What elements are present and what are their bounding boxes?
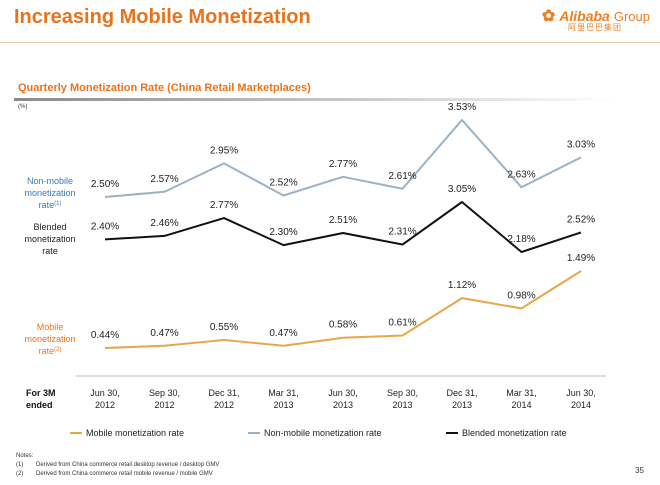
logo-chinese-name: 阿里巴巴集团	[568, 23, 622, 32]
series-side-label: monetization	[24, 234, 75, 244]
data-label: 0.44%	[91, 330, 119, 341]
series-line-non-mobile	[104, 119, 582, 198]
data-label: 2.52%	[567, 214, 595, 225]
data-label: 2.95%	[210, 145, 238, 156]
series-side-label: Non-mobile	[27, 176, 73, 186]
data-label: 3.53%	[448, 102, 476, 113]
data-label: 2.77%	[329, 159, 357, 170]
data-label: 0.47%	[269, 328, 297, 339]
x-tick-label: 2013	[333, 400, 353, 410]
x-tick-label: 2013	[273, 400, 293, 410]
series-side-label: Mobile	[37, 322, 64, 332]
slide-title: Increasing Mobile Monetization	[14, 6, 311, 28]
data-label: 2.51%	[329, 215, 357, 226]
series-side-label: monetization	[24, 334, 75, 344]
x-tick-label: 2012	[95, 400, 115, 410]
x-tick-label: Jun 30,	[328, 388, 358, 398]
data-label: 1.49%	[567, 253, 595, 264]
x-tick-label: 2014	[571, 400, 591, 410]
x-tick-label: Sep 30,	[387, 388, 418, 398]
x-tick-label: 2012	[154, 400, 174, 410]
x-tick-label: Dec 31,	[446, 388, 477, 398]
logo-name: Alibaba	[559, 8, 610, 24]
data-label: 0.98%	[507, 290, 535, 301]
footnotes: Notes: (1) Derived from China commerce r…	[16, 452, 219, 479]
alibaba-logo-icon: ✿	[541, 8, 556, 25]
data-label: 2.40%	[91, 221, 119, 232]
title-divider	[0, 42, 660, 43]
data-label: 2.52%	[269, 178, 297, 189]
legend-entry: Blended monetization rate	[462, 428, 567, 438]
x-axis-title: ended	[26, 400, 53, 410]
x-tick-label: 2014	[511, 400, 531, 410]
series-side-label: rate	[42, 246, 58, 256]
chart-title-divider	[14, 98, 614, 101]
x-tick-label: 2013	[452, 400, 472, 410]
series-side-label: rate(2)	[39, 346, 62, 356]
data-label: 2.50%	[91, 179, 119, 190]
data-label: 2.31%	[388, 227, 416, 238]
data-label: 2.46%	[150, 218, 178, 229]
x-tick-label: Sep 30,	[149, 388, 180, 398]
note-number: (2)	[16, 471, 24, 477]
x-tick-label: Jun 30,	[566, 388, 596, 398]
note-row: (2) Derived from China commerce retail m…	[16, 470, 219, 479]
note-text: Derived from China commerce retail deskt…	[36, 462, 220, 468]
series-side-label: Blended	[33, 222, 66, 232]
note-number: (1)	[16, 462, 24, 468]
series-line-mobile	[104, 270, 582, 349]
legend-entry: Mobile monetization rate	[86, 428, 184, 438]
data-label: 3.03%	[567, 139, 595, 150]
x-tick-label: Mar 31,	[268, 388, 299, 398]
note-text: Derived from China commerce retail mobil…	[36, 471, 213, 477]
legend-entry: Non-mobile monetization rate	[264, 428, 382, 438]
data-label: 2.18%	[507, 234, 535, 245]
data-label: 0.47%	[150, 328, 178, 339]
data-label: 3.05%	[448, 184, 476, 195]
data-label: 0.58%	[329, 320, 357, 331]
data-label: 2.30%	[269, 227, 297, 238]
data-label: 2.61%	[388, 171, 416, 182]
chart-unit: (%)	[18, 104, 28, 110]
x-tick-label: Dec 31,	[208, 388, 239, 398]
logo-group: Group	[613, 8, 650, 24]
x-axis-title: For 3M	[26, 388, 56, 398]
chart-title: Quarterly Monetization Rate (China Retai…	[18, 82, 311, 94]
x-tick-label: Mar 31,	[506, 388, 537, 398]
x-tick-label: 2012	[214, 400, 234, 410]
note-row: (1) Derived from China commerce retail d…	[16, 461, 219, 470]
series-side-label: monetization	[24, 188, 75, 198]
x-tick-label: Jun 30,	[90, 388, 120, 398]
x-tick-label: 2013	[392, 400, 412, 410]
series-side-label: rate(1)	[39, 200, 62, 210]
data-label: 2.63%	[507, 169, 535, 180]
notes-heading: Notes:	[16, 453, 34, 459]
series-line-blended	[104, 201, 582, 253]
company-logo: ✿ Alibaba Group	[542, 6, 650, 26]
monetization-line-chart: 2.50% 2.57% 2.95% 2.52% 2.77% 2.61% 3.53% 2.63%…	[24, 102, 606, 438]
data-label: 2.57%	[150, 174, 178, 185]
data-label: 2.77%	[210, 200, 238, 211]
page-number: 35	[635, 466, 644, 475]
data-label: 0.55%	[210, 322, 238, 333]
data-label: 0.61%	[388, 318, 416, 329]
data-label: 1.12%	[448, 280, 476, 291]
